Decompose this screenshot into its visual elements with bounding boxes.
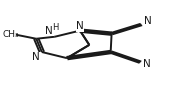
- Text: N: N: [76, 21, 84, 31]
- Text: N: N: [144, 16, 152, 26]
- Text: N: N: [32, 52, 40, 62]
- Text: H: H: [52, 23, 58, 32]
- Text: CH₃: CH₃: [3, 30, 20, 39]
- Text: N: N: [143, 59, 151, 69]
- Text: N: N: [45, 26, 53, 36]
